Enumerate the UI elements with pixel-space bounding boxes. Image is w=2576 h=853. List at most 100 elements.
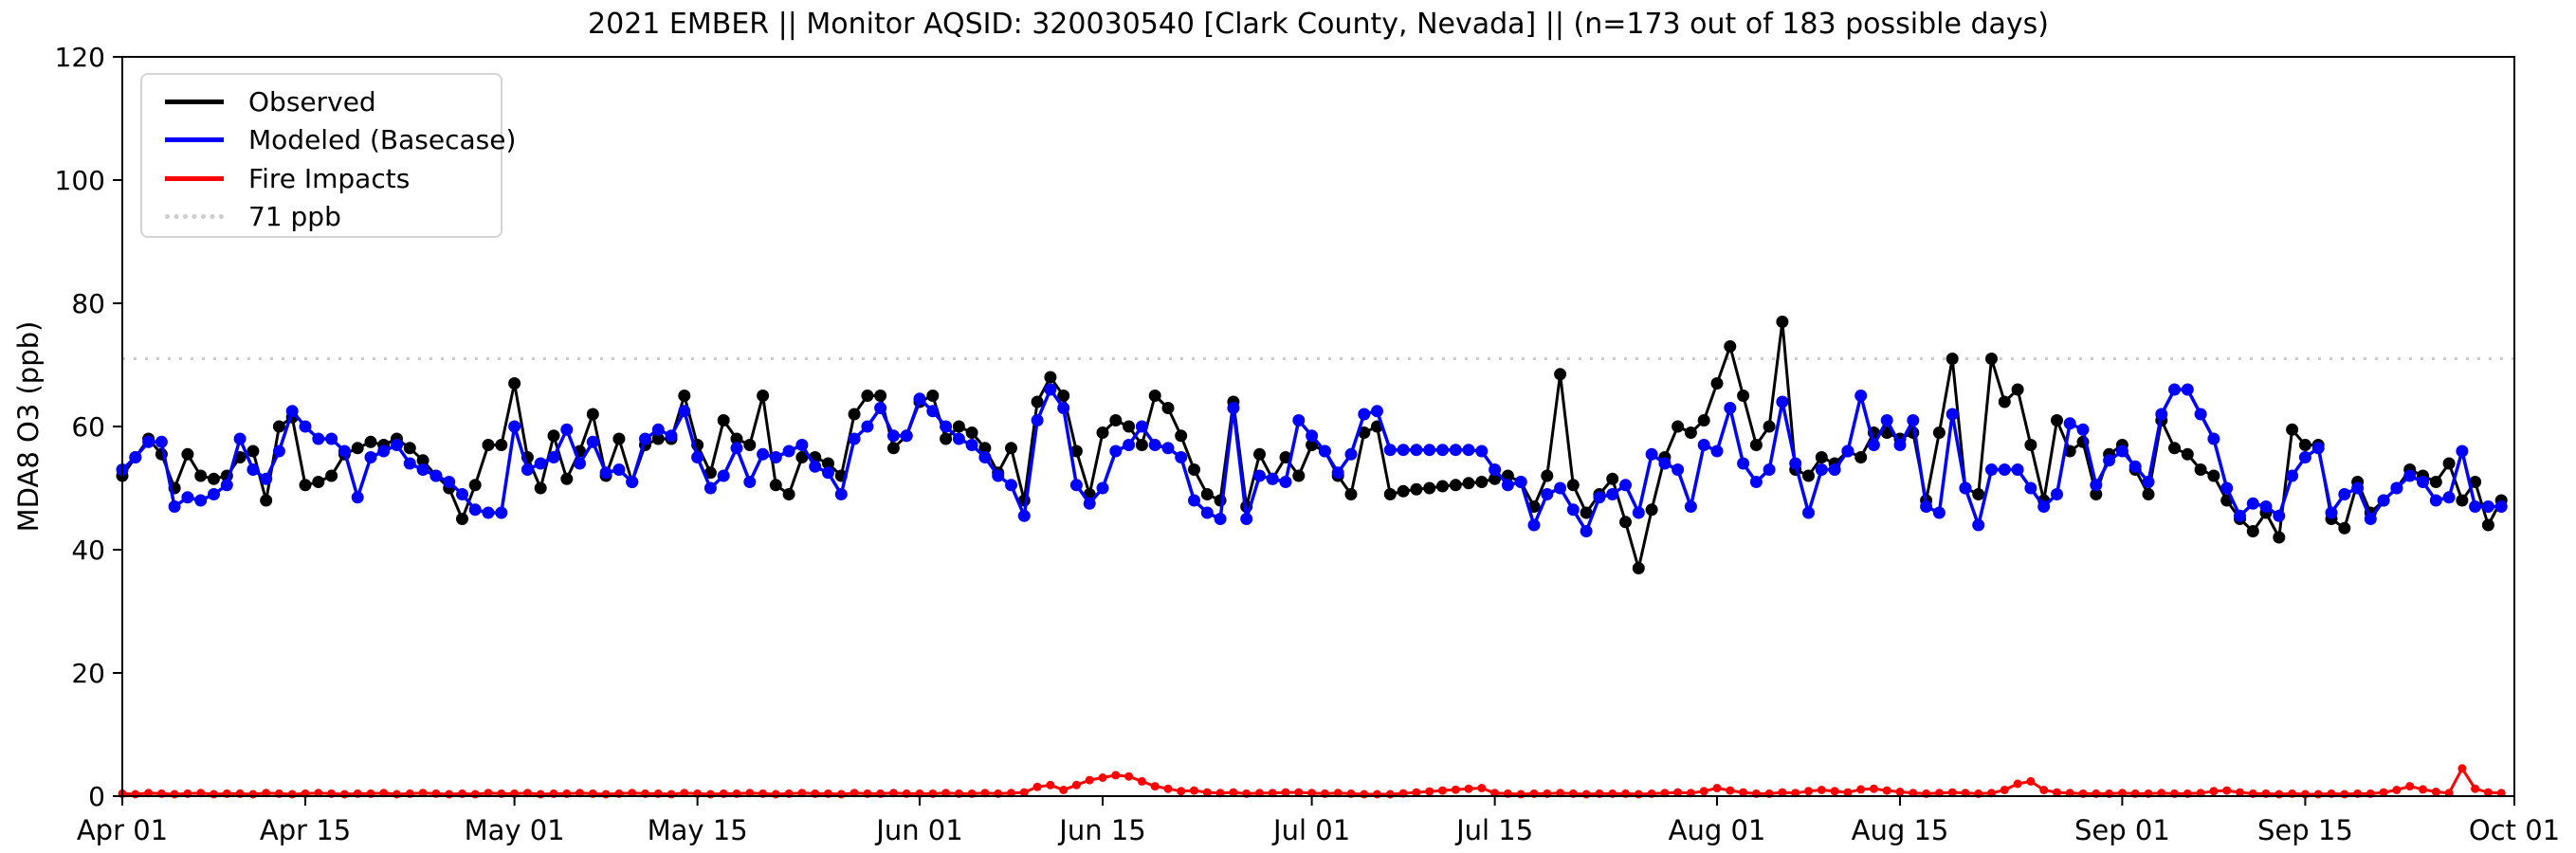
modeled-point [940, 420, 953, 433]
fire-point [1294, 788, 1304, 797]
modeled-point [1423, 444, 1436, 457]
modeled-point [2429, 494, 2442, 507]
observed-point [508, 377, 521, 390]
fire-point [2419, 785, 2427, 794]
fire-point [2209, 787, 2219, 796]
observed-point [769, 479, 782, 492]
fire-point [1673, 788, 1683, 797]
modeled-point [1200, 506, 1214, 519]
observed-point [1606, 472, 1619, 485]
modeled-point [1697, 439, 1710, 451]
fire-point [393, 789, 401, 799]
observed-point [1135, 439, 1148, 451]
x-tick-label: Sep 01 [2074, 814, 2170, 846]
modeled-point [586, 435, 599, 448]
legend-label-71ppb: 71 ppb [248, 201, 341, 233]
observed-point [1188, 463, 1200, 476]
modeled-point [2076, 423, 2090, 436]
modeled-point [834, 488, 848, 500]
observed-point [757, 390, 770, 402]
fire-point [1150, 782, 1160, 791]
modeled-point [1632, 506, 1645, 519]
observed-point [1096, 426, 1109, 439]
modeled-point [521, 463, 534, 476]
fire-point [2222, 786, 2232, 795]
fire-point [771, 789, 780, 799]
modeled-point [495, 506, 508, 519]
observed-point [2011, 383, 2024, 396]
fire-point [131, 789, 140, 799]
modeled-point [1383, 444, 1397, 457]
modeled-point [743, 476, 757, 488]
modeled-point [1083, 497, 1096, 510]
observed-point [312, 476, 325, 488]
modeled-point [2494, 500, 2508, 513]
observed-point [1580, 506, 1593, 519]
modeled-point [1057, 402, 1070, 414]
observed-point [978, 442, 992, 455]
observed-point [2051, 414, 2063, 426]
observed-point [272, 420, 285, 433]
fire-point [1804, 787, 1813, 796]
fire-point [339, 789, 349, 799]
observed-point [1776, 316, 1789, 328]
modeled-point [2469, 500, 2482, 513]
y-tick-label: 40 [71, 535, 105, 566]
modeled-point [2456, 445, 2469, 458]
observed-point [2142, 488, 2155, 500]
modeled-point [1841, 445, 1854, 458]
observed-point [2456, 494, 2469, 507]
modeled-point [992, 469, 1005, 482]
observed-point [1109, 414, 1123, 426]
observed-point [1489, 472, 1502, 485]
fire-point [1869, 784, 1878, 793]
modeled-point [1017, 509, 1031, 522]
legend-item-modeled: Modeled (Basecase) [165, 121, 516, 159]
fire-point [1699, 787, 1708, 796]
fire-point [1843, 788, 1853, 797]
modeled-point [2442, 491, 2456, 504]
fire-point [1360, 789, 1369, 799]
x-tick-label: May 15 [648, 814, 748, 846]
fire-point [2457, 764, 2467, 773]
modeled-point [913, 392, 926, 406]
fire-point [1098, 773, 1107, 782]
observed-point [1292, 469, 1306, 482]
observed-series [116, 316, 2508, 574]
fire-point [601, 789, 611, 799]
modeled-point [978, 451, 992, 463]
modeled-point [312, 432, 325, 445]
observed-point [1462, 477, 1475, 490]
observed-point [1383, 488, 1397, 500]
observed-point [703, 466, 717, 480]
modeled-point [1318, 445, 1331, 458]
observed-point [2181, 447, 2194, 461]
modeled-point [260, 472, 273, 485]
modeled-point [1776, 395, 1789, 408]
modeled-point [2142, 476, 2155, 488]
fire-point [1425, 787, 1434, 796]
modeled-point [456, 488, 468, 500]
modeled-series [116, 383, 2508, 537]
modeled-point [1175, 451, 1188, 463]
x-tick-label: Sep 15 [2257, 814, 2353, 846]
fire-point [210, 789, 218, 799]
modeled-point [782, 445, 795, 458]
observed-point [1697, 414, 1710, 426]
modeled-point [285, 405, 299, 418]
modeled-point [1148, 439, 1161, 451]
fire-point [287, 789, 297, 799]
modeled-point [703, 481, 717, 495]
observed-point [1148, 390, 1161, 402]
fire-point [1830, 787, 1839, 796]
modeled-point [2417, 476, 2429, 488]
observed-point [861, 390, 874, 402]
observed-point [1672, 420, 1685, 433]
modeled-point [809, 460, 822, 473]
modeled-point [1069, 479, 1083, 492]
observed-point [651, 432, 665, 445]
fire-point [1516, 789, 1526, 799]
observed-point [717, 414, 730, 426]
modeled-point [886, 429, 900, 443]
modeled-point [730, 442, 743, 455]
